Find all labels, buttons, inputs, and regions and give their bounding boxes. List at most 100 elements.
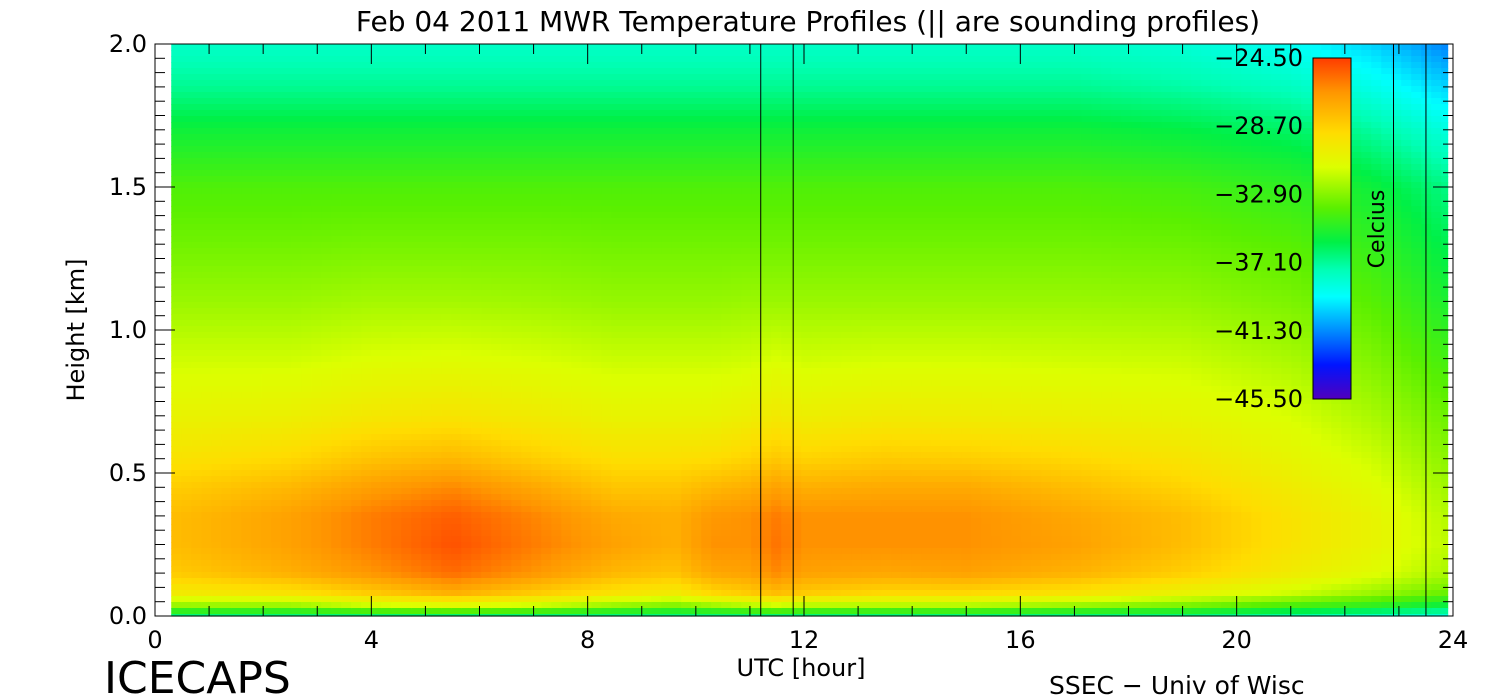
field-cell: [271, 236, 282, 243]
field-cell: [511, 272, 522, 279]
field-cell: [351, 170, 362, 177]
field-cell: [491, 116, 502, 123]
field-cell: [391, 374, 402, 381]
field-cell: [641, 434, 652, 441]
field-cell: [331, 506, 342, 513]
field-cell: [311, 338, 322, 345]
field-cell: [611, 380, 622, 387]
field-cell: [171, 326, 182, 333]
field-cell: [291, 542, 302, 549]
field-cell: [271, 494, 282, 501]
field-cell: [451, 584, 462, 591]
field-cell: [281, 578, 292, 585]
field-cell: [371, 302, 382, 309]
field-cell: [281, 68, 292, 75]
field-cell: [631, 146, 642, 153]
field-cell: [651, 386, 662, 393]
field-cell: [651, 224, 662, 231]
field-cell: [181, 482, 192, 489]
field-cell: [401, 266, 412, 273]
field-cell: [471, 362, 482, 369]
field-cell: [321, 452, 332, 459]
field-cell: [271, 578, 282, 585]
field-cell: [651, 158, 662, 165]
field-cell: [301, 212, 312, 219]
field-cell: [441, 578, 452, 585]
field-cell: [191, 56, 202, 63]
field-cell: [601, 584, 612, 591]
field-cell: [241, 308, 252, 315]
field-cell: [341, 200, 352, 207]
field-cell: [671, 560, 682, 567]
field-cell: [541, 512, 552, 519]
field-cell: [361, 536, 372, 543]
field-cell: [421, 350, 432, 357]
field-cell: [481, 446, 492, 453]
field-cell: [431, 56, 442, 63]
field-cell: [541, 566, 552, 573]
field-cell: [431, 548, 442, 555]
field-cell: [541, 86, 552, 93]
field-cell: [611, 404, 622, 411]
field-cell: [401, 116, 412, 123]
field-cell: [671, 290, 682, 297]
field-cell: [521, 404, 532, 411]
field-cell: [481, 482, 492, 489]
field-cell: [521, 86, 532, 93]
field-cell: [491, 50, 502, 57]
field-cell: [621, 332, 632, 339]
field-cell: [581, 404, 592, 411]
field-cell: [341, 218, 352, 225]
field-cell: [671, 452, 682, 459]
field-cell: [181, 356, 192, 363]
field-cell: [451, 494, 462, 501]
field-cell: [271, 296, 282, 303]
field-cell: [251, 344, 262, 351]
field-cell: [361, 302, 372, 309]
field-cell: [591, 350, 602, 357]
field-cell: [651, 440, 662, 447]
field-cell: [671, 578, 682, 585]
field-cell: [541, 98, 552, 105]
field-cell: [181, 368, 192, 375]
field-cell: [431, 428, 442, 435]
field-cell: [671, 446, 682, 453]
field-cell: [431, 284, 442, 291]
field-cell: [521, 518, 532, 525]
field-cell: [341, 248, 352, 255]
field-cell: [531, 428, 542, 435]
field-cell: [341, 284, 352, 291]
field-cell: [511, 356, 522, 363]
field-cell: [651, 584, 662, 591]
field-cell: [261, 146, 272, 153]
field-cell: [431, 422, 442, 429]
field-cell: [321, 290, 332, 297]
field-cell: [261, 362, 272, 369]
field-cell: [521, 158, 532, 165]
field-cell: [641, 590, 652, 597]
field-cell: [181, 110, 192, 117]
field-cell: [601, 218, 612, 225]
field-cell: [291, 296, 302, 303]
field-cell: [541, 524, 552, 531]
field-cell: [281, 398, 292, 405]
field-cell: [351, 278, 362, 285]
field-cell: [641, 92, 652, 99]
field-cell: [191, 236, 202, 243]
field-cell: [641, 584, 652, 591]
field-cell: [281, 542, 292, 549]
field-cell: [271, 416, 282, 423]
field-cell: [201, 410, 212, 417]
field-cell: [241, 350, 252, 357]
field-cell: [181, 386, 192, 393]
field-cell: [351, 560, 362, 567]
field-cell: [281, 278, 292, 285]
field-cell: [431, 188, 442, 195]
field-cell: [291, 518, 302, 525]
field-cell: [471, 290, 482, 297]
field-cell: [421, 164, 432, 171]
field-cell: [331, 128, 342, 135]
field-cell: [351, 476, 362, 483]
field-cell: [281, 308, 292, 315]
field-cell: [571, 398, 582, 405]
